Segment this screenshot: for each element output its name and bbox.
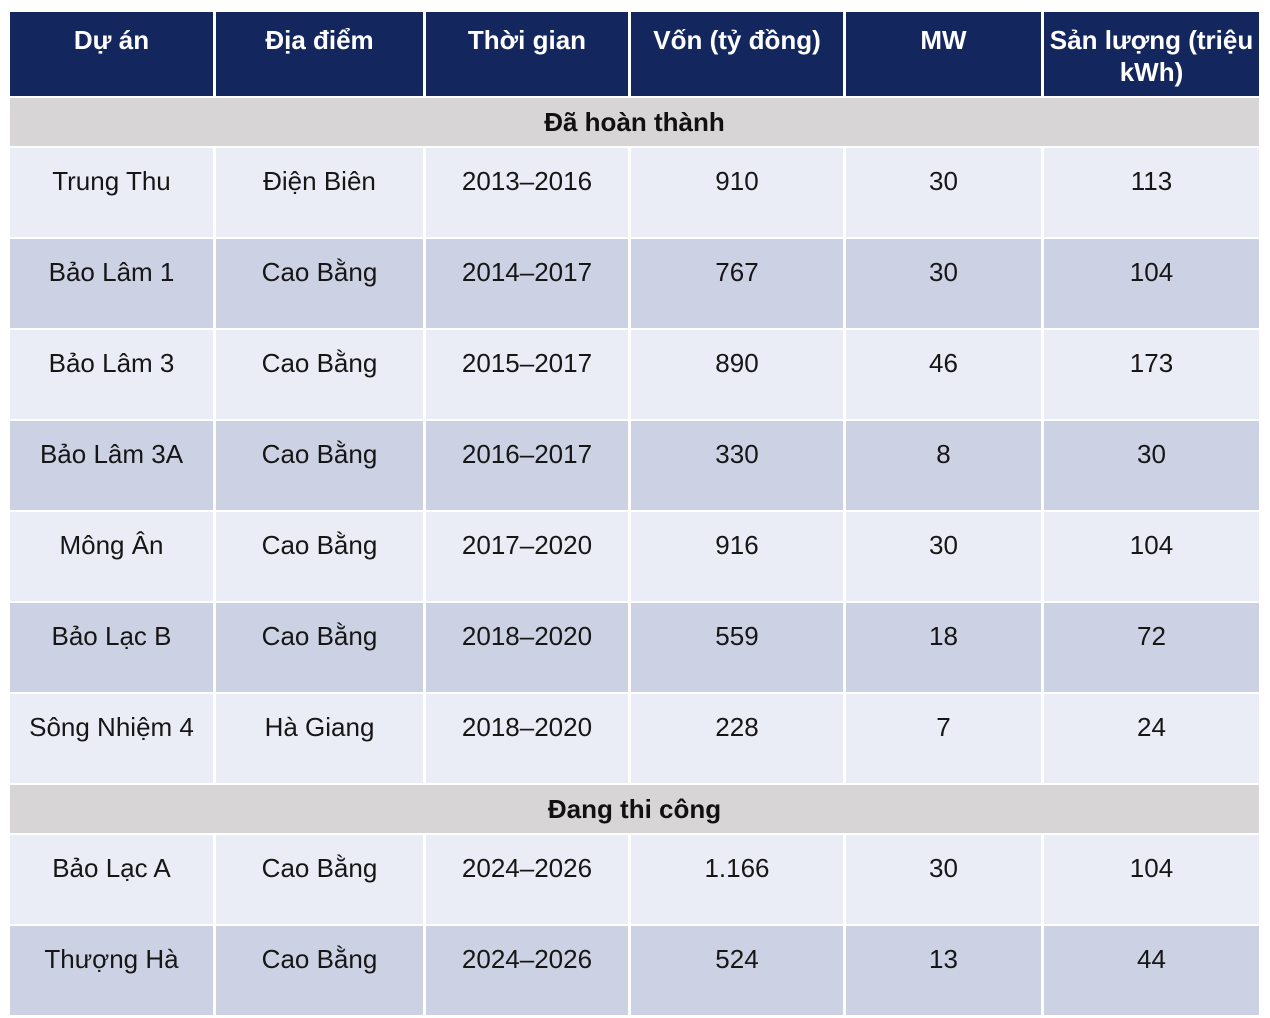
table-cell: 30 (846, 835, 1041, 924)
table-cell: 7 (846, 694, 1041, 783)
table-cell: 2018–2020 (426, 603, 628, 692)
table-cell: Sông Nhiệm 4 (10, 694, 213, 783)
table-cell: 890 (631, 330, 843, 419)
table-cell: 113 (1044, 148, 1259, 237)
table-cell: 2024–2026 (426, 926, 628, 1015)
table-cell: Hà Giang (216, 694, 423, 783)
table-cell: Cao Bằng (216, 603, 423, 692)
table-cell: Điện Biên (216, 148, 423, 237)
table-cell: 13 (846, 926, 1041, 1015)
table-cell: 2013–2016 (426, 148, 628, 237)
table-cell: 104 (1044, 239, 1259, 328)
projects-table: Dự án Địa điểm Thời gian Vốn (tỷ đồng) MW Sản… (10, 12, 1262, 1015)
table-cell: Cao Bằng (216, 835, 423, 924)
section-header: Đang thi công (10, 785, 1259, 833)
table-cell: 767 (631, 239, 843, 328)
table-cell: 910 (631, 148, 843, 237)
table-cell: Bảo Lạc B (10, 603, 213, 692)
table-cell: Cao Bằng (216, 421, 423, 510)
table-cell: 30 (846, 239, 1041, 328)
column-header: MW (846, 12, 1041, 96)
column-header: Thời gian (426, 12, 628, 96)
table-cell: Bảo Lạc A (10, 835, 213, 924)
table-cell: Trung Thu (10, 148, 213, 237)
table-cell: Mông Ân (10, 512, 213, 601)
table-cell: 916 (631, 512, 843, 601)
table-cell: 228 (631, 694, 843, 783)
table-cell: 1.166 (631, 835, 843, 924)
column-header: Sản lượng (triệu kWh) (1044, 12, 1259, 96)
table-cell: 8 (846, 421, 1041, 510)
table-cell: Cao Bằng (216, 330, 423, 419)
table-cell: Bảo Lâm 1 (10, 239, 213, 328)
table-cell: 2018–2020 (426, 694, 628, 783)
table-cell: Bảo Lâm 3A (10, 421, 213, 510)
table-cell: 44 (1044, 926, 1259, 1015)
table-cell: 524 (631, 926, 843, 1015)
column-header: Vốn (tỷ đồng) (631, 12, 843, 96)
table-cell: 104 (1044, 835, 1259, 924)
column-header: Dự án (10, 12, 213, 96)
table-cell: 2016–2017 (426, 421, 628, 510)
column-header: Địa điểm (216, 12, 423, 96)
table-cell: Cao Bằng (216, 239, 423, 328)
table-cell: Cao Bằng (216, 512, 423, 601)
table-cell: 30 (846, 148, 1041, 237)
table-cell: 559 (631, 603, 843, 692)
table-cell: Bảo Lâm 3 (10, 330, 213, 419)
table-cell: 30 (1044, 421, 1259, 510)
table-cell: Thượng Hà (10, 926, 213, 1015)
table-cell: Cao Bằng (216, 926, 423, 1015)
table-cell: 330 (631, 421, 843, 510)
table-cell: 2014–2017 (426, 239, 628, 328)
table-cell: 2024–2026 (426, 835, 628, 924)
table-cell: 24 (1044, 694, 1259, 783)
table-cell: 104 (1044, 512, 1259, 601)
table-cell: 2017–2020 (426, 512, 628, 601)
section-header: Đã hoàn thành (10, 98, 1259, 146)
table-cell: 173 (1044, 330, 1259, 419)
table-cell: 46 (846, 330, 1041, 419)
table-cell: 72 (1044, 603, 1259, 692)
table-cell: 30 (846, 512, 1041, 601)
table-cell: 2015–2017 (426, 330, 628, 419)
table-cell: 18 (846, 603, 1041, 692)
